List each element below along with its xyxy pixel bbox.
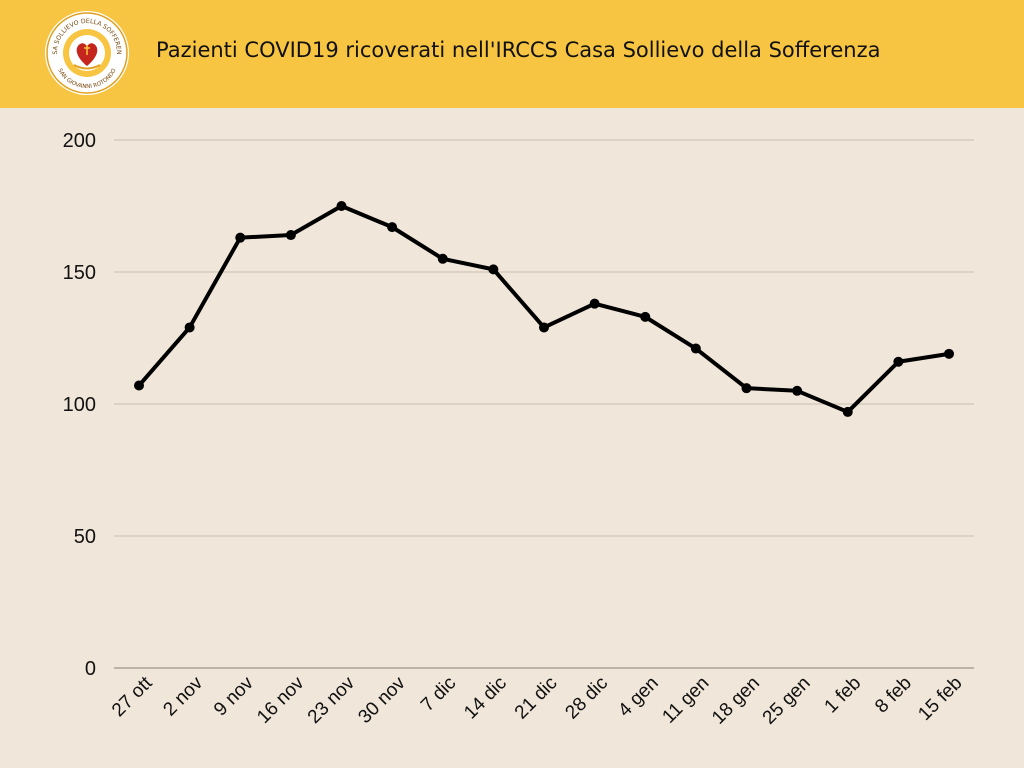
- x-tick-label: 11 gen: [658, 673, 713, 728]
- data-point: [842, 406, 853, 417]
- x-tick-label: 15 feb: [914, 673, 966, 725]
- data-point: [184, 322, 195, 333]
- y-tick-label: 150: [63, 262, 96, 284]
- data-point: [387, 222, 398, 233]
- grid-lines: [114, 139, 974, 669]
- data-points: [134, 201, 954, 417]
- x-tick-label: 23 nov: [304, 672, 360, 728]
- x-tick-label: 1 feb: [821, 673, 866, 718]
- data-point: [690, 343, 701, 354]
- x-tick-label: 2 nov: [159, 672, 207, 720]
- data-point: [235, 232, 246, 243]
- hospital-logo: CASA SOLLIEVO DELLA SOFFERENZA SAN GIOVA…: [44, 10, 129, 95]
- x-tick-label: 8 feb: [871, 673, 916, 718]
- y-tick-label: 200: [63, 130, 96, 152]
- data-point: [285, 230, 296, 241]
- x-tick-label: 9 nov: [210, 672, 258, 720]
- data-point: [589, 298, 600, 309]
- data-point: [488, 264, 499, 275]
- y-tick-label: 50: [74, 526, 96, 548]
- x-tick-label: 27 ott: [108, 672, 157, 721]
- data-point: [792, 385, 803, 396]
- x-tick-label: 4 gen: [614, 673, 662, 721]
- data-point: [741, 383, 752, 394]
- page-title: Pazienti COVID19 ricoverati nell'IRCCS C…: [156, 38, 881, 62]
- x-tick-label: 7 dic: [417, 673, 460, 716]
- series-line-layer: [137, 204, 951, 414]
- data-point: [437, 253, 448, 264]
- data-point: [336, 201, 347, 211]
- x-tick-label: 16 nov: [253, 672, 309, 728]
- data-point: [893, 356, 904, 367]
- data-point: [134, 380, 144, 391]
- series-line: [137, 204, 951, 414]
- x-tick-label: 30 nov: [354, 672, 410, 728]
- data-point: [944, 348, 954, 359]
- data-point: [640, 311, 651, 322]
- x-tick-label: 21 dic: [511, 673, 562, 724]
- y-axis-tick-labels: 0 50 100 150 200: [63, 130, 96, 680]
- data-point: [539, 322, 549, 333]
- x-tick-label: 25 gen: [759, 673, 815, 729]
- x-tick-label: 18 gen: [708, 673, 764, 729]
- x-tick-label: 28 dic: [561, 673, 612, 724]
- header-bar: CASA SOLLIEVO DELLA SOFFERENZA SAN GIOVA…: [0, 0, 1024, 108]
- y-tick-label: 100: [63, 394, 96, 416]
- x-tick-label: 14 dic: [460, 673, 511, 724]
- y-tick-label: 0: [85, 658, 96, 680]
